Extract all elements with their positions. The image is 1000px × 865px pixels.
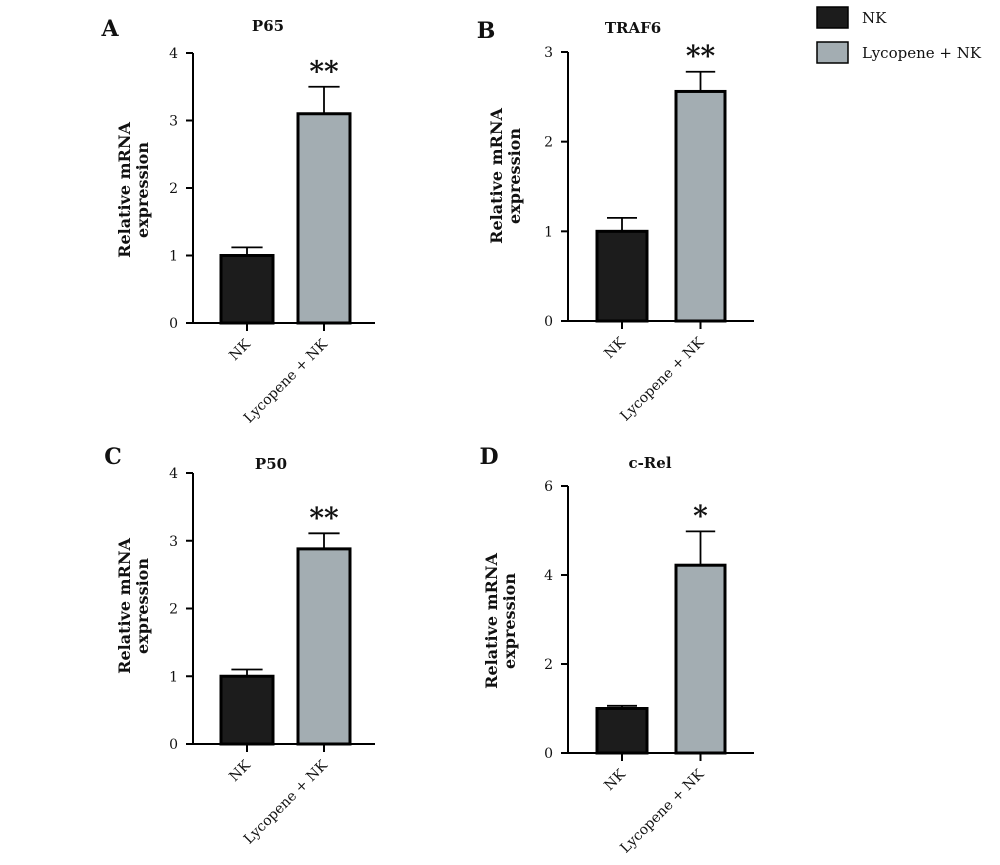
y-tick-label: 3 [169,534,178,550]
y-tick-label: 2 [544,657,553,673]
legend: NK Lycopene + NK [816,6,982,64]
y-tick-label: 0 [169,316,178,332]
legend-label-lycopene-nk: Lycopene + NK [862,44,982,62]
bar [674,89,727,323]
panel-letter: B [477,18,496,44]
x-tick-label: Lycopene + NK [241,336,331,426]
bar [296,112,352,325]
bar [296,547,352,746]
y-tick-label: 6 [544,479,553,495]
y-tick-label: 2 [169,181,178,197]
bar [219,674,275,746]
y-tick-label: 4 [169,46,178,62]
y-tick-label: 2 [544,135,553,151]
y-axis-label-line: Relative mRNA [115,538,134,674]
y-tick-label: 3 [544,45,553,61]
panel-a: A P65 Relative mRNAexpression 0 1 2 3 4 NK ** Lyco… [100,16,375,426]
panel-b: B TRAF6 Relative mRNAexpression 0 1 2 3 NK ** Lyc… [477,18,754,424]
y-axis-label: Relative mRNAexpression [482,553,519,689]
y-tick-label: 0 [169,737,178,753]
bar [595,229,649,323]
significance-marker: ** [309,501,339,534]
x-tick-label: Lycopene + NK [617,766,707,856]
y-tick-label: 4 [169,466,178,482]
x-tick-label: NK [601,334,629,362]
panel-letter: D [479,444,498,470]
x-tick-label: NK [601,766,629,794]
y-axis-label-line: expression [505,128,524,224]
x-tick-label: Lycopene + NK [617,334,707,424]
x-tick-label: NK [226,336,254,364]
y-tick-label: 1 [544,224,553,240]
significance-marker: ** [309,55,339,88]
y-axis-label-line: Relative mRNA [115,122,134,258]
panel-letter: A [100,16,119,42]
panel-title: TRAF6 [605,19,661,37]
legend-label-nk: NK [862,9,887,27]
y-axis-label-line: Relative mRNA [487,108,506,244]
panel-letter: C [104,444,122,470]
legend-swatch-lycopene-nk [816,41,849,64]
panel-title: c-Rel [628,454,671,472]
y-tick-label: 0 [544,746,553,762]
significance-marker: * [693,499,708,532]
bar [219,254,275,325]
y-axis-label: Relative mRNAexpression [487,108,524,244]
y-tick-label: 1 [169,669,178,685]
y-axis-label-line: expression [133,142,152,238]
y-axis-label-line: expression [500,573,519,669]
y-tick-label: 1 [169,249,178,265]
panel-title: P50 [255,455,287,473]
y-axis-label: Relative mRNAexpression [115,122,152,258]
y-axis-label: Relative mRNAexpression [115,538,152,674]
y-tick-label: 0 [544,314,553,330]
y-tick-label: 2 [169,602,178,618]
x-tick-label: NK [226,757,254,785]
y-axis-label-line: Relative mRNA [482,553,501,689]
significance-marker: ** [686,40,716,73]
y-axis-label-line: expression [133,558,152,654]
legend-swatch-nk [816,6,849,29]
panel-c: C P50 Relative mRNAexpression 0 1 2 3 4 NK ** Lyco… [104,444,375,847]
x-tick-label: Lycopene + NK [241,757,331,847]
y-tick-label: 4 [544,568,553,584]
y-tick-label: 3 [169,114,178,130]
panel-title: P65 [252,17,284,35]
bar [674,563,727,755]
bar [595,707,649,755]
